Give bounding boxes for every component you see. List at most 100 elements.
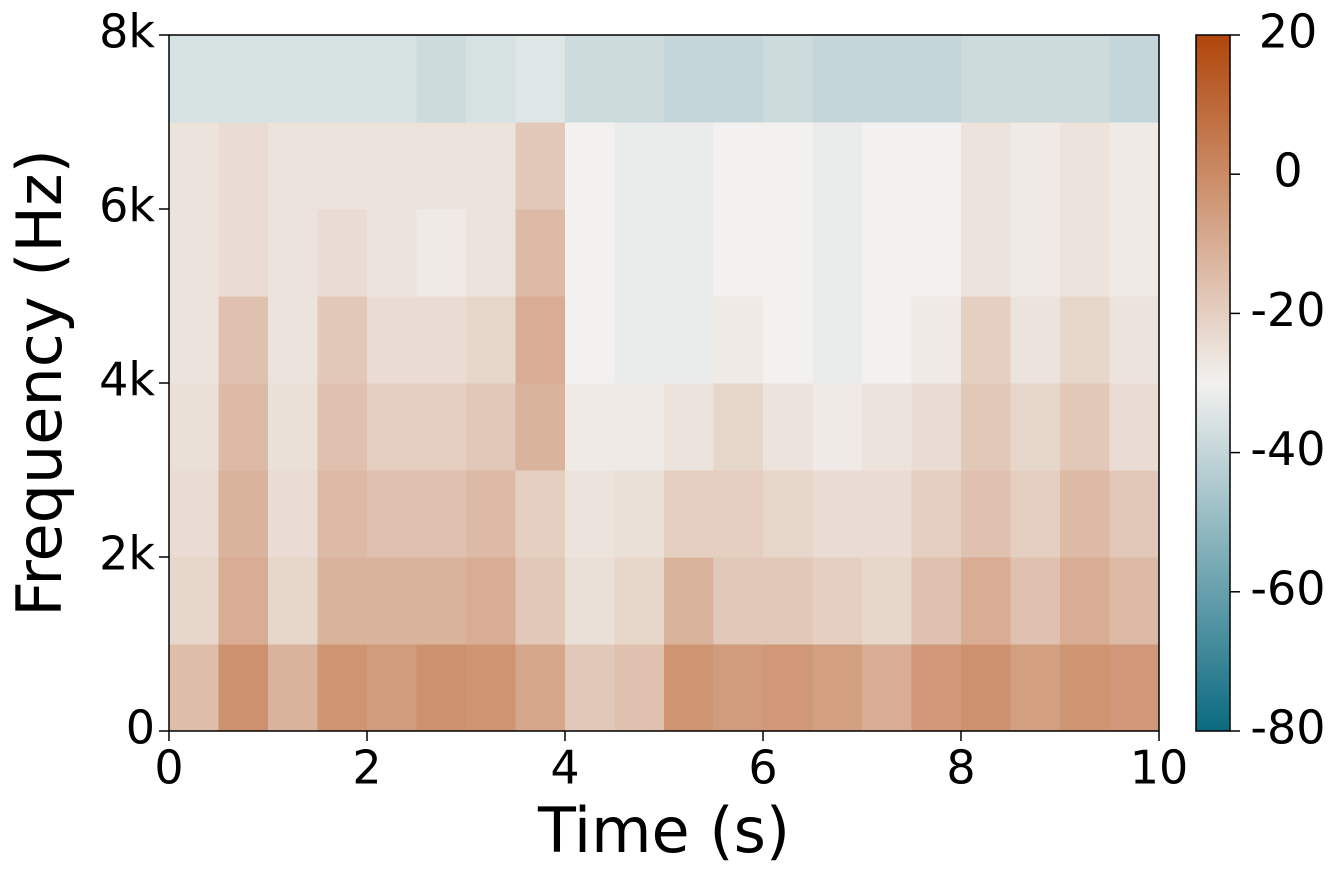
heatmap-cell [713, 383, 764, 471]
heatmap-cell [1109, 470, 1160, 558]
heatmap-cell [268, 644, 318, 732]
heatmap-cell [515, 122, 566, 210]
x-tick-label: 4 [550, 741, 579, 795]
heatmap-cell [713, 557, 764, 645]
heatmap-cell [862, 383, 912, 471]
heatmap-cell [911, 122, 962, 210]
heatmap-cell [911, 470, 962, 558]
heatmap-cell [812, 296, 863, 384]
heatmap-cell [1010, 209, 1061, 297]
heatmap-cell [515, 296, 566, 384]
heatmap-cell [1060, 122, 1110, 210]
heatmap-cell [169, 209, 219, 297]
heatmap-cell [515, 644, 566, 732]
colorbar-tick-label: 20 [1259, 5, 1318, 59]
heatmap-cell [763, 557, 813, 645]
heatmap-cell [416, 470, 467, 558]
heatmap-cell [1109, 35, 1160, 123]
heatmap-cell [911, 383, 962, 471]
colorbar-tick-label: -40 [1250, 422, 1325, 476]
heatmap-cell [713, 296, 764, 384]
heatmap-cell [317, 35, 368, 123]
heatmap-cell [317, 383, 368, 471]
heatmap-cell [862, 557, 912, 645]
heatmap-cell [268, 209, 318, 297]
heatmap-cell [169, 557, 219, 645]
x-tick-label: 6 [748, 741, 777, 795]
heatmap-cell [911, 209, 962, 297]
heatmap-cell [218, 644, 269, 732]
heatmap-cell [1010, 557, 1061, 645]
heatmap-cell [664, 557, 714, 645]
heatmap-cell [911, 35, 962, 123]
heatmap-cell [812, 122, 863, 210]
heatmap-cell [416, 557, 467, 645]
heatmap-cell [169, 644, 219, 732]
heatmap-cell [367, 383, 417, 471]
heatmap-cell [466, 122, 516, 210]
heatmap-cell [1109, 122, 1160, 210]
heatmap-cell [565, 644, 615, 732]
heatmap-cell [713, 209, 764, 297]
heatmap-cell [664, 122, 714, 210]
heatmap-cell [911, 296, 962, 384]
heatmap-cell [268, 35, 318, 123]
heatmap-cell [1109, 209, 1160, 297]
heatmap-cell [812, 470, 863, 558]
heatmap-cell [911, 557, 962, 645]
heatmap-cell [763, 296, 813, 384]
heatmap-cell [565, 122, 615, 210]
heatmap-cell [713, 644, 764, 732]
heatmap-cell [1010, 35, 1061, 123]
heatmap-cell [961, 557, 1011, 645]
heatmap-cell [862, 122, 912, 210]
heatmap-cell [565, 296, 615, 384]
heatmap-cell [317, 296, 368, 384]
heatmap-cell [565, 557, 615, 645]
heatmap-cell [1109, 296, 1160, 384]
y-tick-label: 0 [126, 701, 155, 755]
heatmap-cell [466, 296, 516, 384]
heatmap-cell [268, 122, 318, 210]
heatmap-cell [862, 296, 912, 384]
heatmap-cell [763, 122, 813, 210]
heatmap-cell [218, 557, 269, 645]
heatmap-cell [317, 122, 368, 210]
heatmap-cell [416, 296, 467, 384]
heatmap-cell [1060, 383, 1110, 471]
heatmap-cell [614, 383, 665, 471]
heatmap-cell [565, 383, 615, 471]
heatmap-cell [466, 470, 516, 558]
heatmap-cell [961, 296, 1011, 384]
heatmap-cell [169, 122, 219, 210]
heatmap-cell [268, 470, 318, 558]
heatmap-cell [317, 644, 368, 732]
heatmap-cell [1109, 383, 1160, 471]
heatmap-cell [515, 383, 566, 471]
heatmap-cell [862, 644, 912, 732]
heatmap-cell [416, 122, 467, 210]
heatmap-cell [1060, 296, 1110, 384]
y-tick-label: 8k [99, 5, 155, 59]
heatmap-cell [763, 470, 813, 558]
heatmap-cell [218, 383, 269, 471]
heatmap-cell [1109, 557, 1160, 645]
heatmap-cell [862, 470, 912, 558]
y-tick-label: 2k [99, 527, 155, 581]
heatmap-cell [169, 383, 219, 471]
heatmap-cell [416, 383, 467, 471]
heatmap-cell [169, 470, 219, 558]
heatmap-cell [466, 644, 516, 732]
heatmap-cell [367, 209, 417, 297]
x-tick-label: 2 [352, 741, 381, 795]
heatmap-cell [1109, 644, 1160, 732]
heatmap-cell [169, 296, 219, 384]
heatmap-cell [416, 644, 467, 732]
heatmap-cell [1060, 209, 1110, 297]
heatmap-cell [416, 35, 467, 123]
heatmap-cell [961, 644, 1011, 732]
heatmap-cell [614, 122, 665, 210]
y-tick-label: 6k [99, 179, 155, 233]
heatmap-cell [268, 557, 318, 645]
